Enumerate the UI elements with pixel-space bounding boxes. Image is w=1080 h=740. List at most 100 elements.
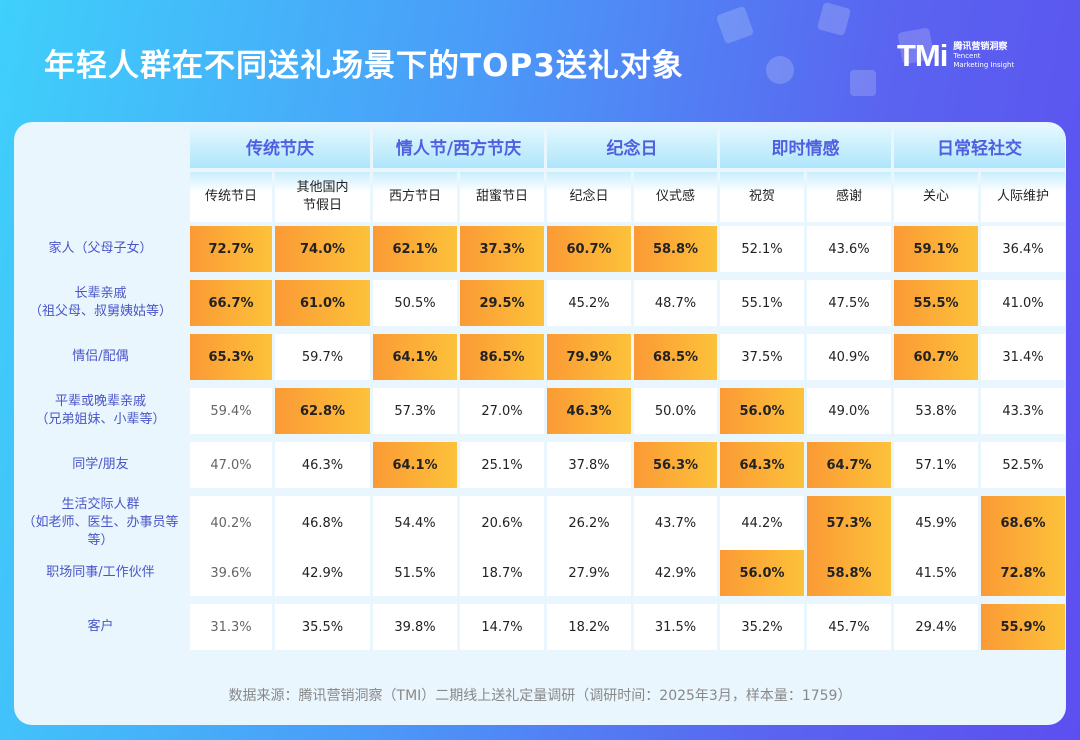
value-cell: 40.9%	[807, 334, 891, 380]
value-cell: 52.5%	[981, 442, 1065, 488]
value-cell: 31.4%	[981, 334, 1065, 380]
top3-value-cell: 55.9%	[981, 604, 1065, 650]
value-cell: 59.4%	[190, 388, 272, 434]
top3-value-cell: 66.7%	[190, 280, 272, 326]
value-cell: 42.9%	[634, 550, 717, 596]
value-cell: 50.5%	[373, 280, 457, 326]
column-header-line: 节假日	[302, 198, 342, 213]
value-cell: 50.0%	[634, 388, 717, 434]
page-title: 年轻人群在不同送礼场景下的TOP3送礼对象	[44, 48, 684, 84]
column-header: 传统节日	[190, 172, 272, 222]
row-label-line: （兄弟姐妹、小辈等）	[35, 412, 166, 427]
column-header: 关心	[894, 172, 978, 222]
value-cell: 47.0%	[190, 442, 272, 488]
column-header-line: 西方节日	[388, 189, 441, 204]
top3-value-cell: 86.5%	[460, 334, 544, 380]
top3-value-cell: 56.3%	[634, 442, 717, 488]
top3-value-cell: 57.3%	[807, 496, 891, 550]
row-label: 长辈亲戚 （祖父母、叔舅姨姑等）	[14, 280, 187, 326]
row-label-line: 情侣/配偶	[72, 349, 129, 364]
column-header: 仪式感	[634, 172, 717, 222]
top3-value-cell: 62.8%	[275, 388, 370, 434]
column-header-line: 甜蜜节日	[475, 189, 528, 204]
table-body: 家人（父母子女） 72.7% 74.0% 62.1% 37.3% 60.7% 58.8% 52…	[14, 226, 1065, 658]
table-row: 客户 31.3% 35.5% 39.8% 14.7% 18.2% 31.5% 35.2% 45.…	[14, 604, 1065, 650]
value-cell: 42.9%	[275, 550, 370, 596]
table-row: 平辈或晚辈亲戚 （兄弟姐妹、小辈等） 59.4% 62.8% 57.3% 27.0% 46.…	[14, 388, 1065, 434]
column-header: 西方节日	[373, 172, 457, 222]
row-label-line: 家人（父母子女）	[48, 241, 153, 256]
top3-value-cell: 59.1%	[894, 226, 978, 272]
value-cell: 26.2%	[547, 496, 631, 550]
table-row: 家人（父母子女） 72.7% 74.0% 62.1% 37.3% 60.7% 58.8% 52…	[14, 226, 1065, 272]
column-header-line: 仪式感	[655, 189, 695, 204]
row-label: 平辈或晚辈亲戚 （兄弟姐妹、小辈等）	[14, 388, 187, 434]
top3-value-cell: 56.0%	[720, 388, 804, 434]
top3-value-cell: 64.3%	[720, 442, 804, 488]
top3-value-cell: 55.5%	[894, 280, 978, 326]
group-header: 情人节/西方节庆	[373, 125, 544, 168]
value-cell: 27.9%	[547, 550, 631, 596]
value-cell: 55.1%	[720, 280, 804, 326]
row-label: 家人（父母子女）	[14, 226, 187, 272]
value-cell: 49.0%	[807, 388, 891, 434]
column-header-line: 感谢	[835, 189, 862, 204]
value-cell: 41.5%	[894, 550, 978, 596]
column-header-line: 传统节日	[204, 189, 257, 204]
value-cell: 54.4%	[373, 496, 457, 550]
value-cell: 43.3%	[981, 388, 1065, 434]
value-cell: 29.4%	[894, 604, 978, 650]
column-header: 祝贺	[720, 172, 804, 222]
top3-value-cell: 62.1%	[373, 226, 457, 272]
value-cell: 47.5%	[807, 280, 891, 326]
value-cell: 14.7%	[460, 604, 544, 650]
value-cell: 37.5%	[720, 334, 804, 380]
value-cell: 59.7%	[275, 334, 370, 380]
value-cell: 40.2%	[190, 496, 272, 550]
value-cell: 20.6%	[460, 496, 544, 550]
row-label-line: （如老师、医生、办事员等等）	[22, 515, 179, 548]
row-label: 客户	[14, 604, 187, 650]
value-cell: 25.1%	[460, 442, 544, 488]
logo-mark: TMi	[897, 38, 948, 73]
value-cell: 43.6%	[807, 226, 891, 272]
value-cell: 45.9%	[894, 496, 978, 550]
column-header: 其他国内 节假日	[275, 172, 370, 222]
column-header: 纪念日	[547, 172, 631, 222]
row-label-line: 生活交际人群	[61, 497, 140, 512]
column-header: 甜蜜节日	[460, 172, 544, 222]
row-label-line: （祖父母、叔舅姨姑等）	[28, 304, 172, 319]
column-header: 感谢	[807, 172, 891, 222]
top3-value-cell: 68.6%	[981, 496, 1065, 550]
value-cell: 41.0%	[981, 280, 1065, 326]
row-label: 职场同事/工作伙伴	[14, 550, 187, 596]
logo-en1: Tencent	[953, 51, 981, 60]
row-label-line: 职场同事/工作伙伴	[46, 565, 155, 580]
top3-value-cell: 58.8%	[634, 226, 717, 272]
source-note: 数据来源：腾讯营销洞察（TMI）二期线上送礼定量调研（调研时间：2025年3月，…	[228, 688, 852, 704]
row-label: 同学/朋友	[14, 442, 187, 488]
value-cell: 39.6%	[190, 550, 272, 596]
top3-value-cell: 29.5%	[460, 280, 544, 326]
tmi-logo: TMi 腾讯营销洞察 Tencent Marketing Insight	[897, 38, 1014, 74]
value-cell: 35.5%	[275, 604, 370, 650]
value-cell: 18.2%	[547, 604, 631, 650]
top3-value-cell: 37.3%	[460, 226, 544, 272]
top3-value-cell: 64.1%	[373, 442, 457, 488]
table-row: 生活交际人群 （如老师、医生、办事员等等） 40.2% 46.8% 54.4% 20.6%…	[14, 496, 1065, 550]
top3-value-cell: 60.7%	[547, 226, 631, 272]
logo-en2: Marketing Insight	[953, 60, 1015, 69]
value-cell: 18.7%	[460, 550, 544, 596]
value-cell: 51.5%	[373, 550, 457, 596]
top3-value-cell: 46.3%	[547, 388, 631, 434]
group-header: 传统节庆	[190, 125, 370, 168]
column-header-line: 人际维护	[996, 189, 1049, 204]
value-cell: 39.8%	[373, 604, 457, 650]
row-label-line: 同学/朋友	[72, 457, 129, 472]
column-header-line: 纪念日	[569, 189, 609, 204]
value-cell: 45.2%	[547, 280, 631, 326]
gift-pattern-decoration	[716, 2, 934, 96]
value-cell: 57.1%	[894, 442, 978, 488]
top3-value-cell: 64.1%	[373, 334, 457, 380]
table-row: 职场同事/工作伙伴 39.6% 42.9% 51.5% 18.7% 27.9% 42.9% 5…	[14, 550, 1065, 596]
